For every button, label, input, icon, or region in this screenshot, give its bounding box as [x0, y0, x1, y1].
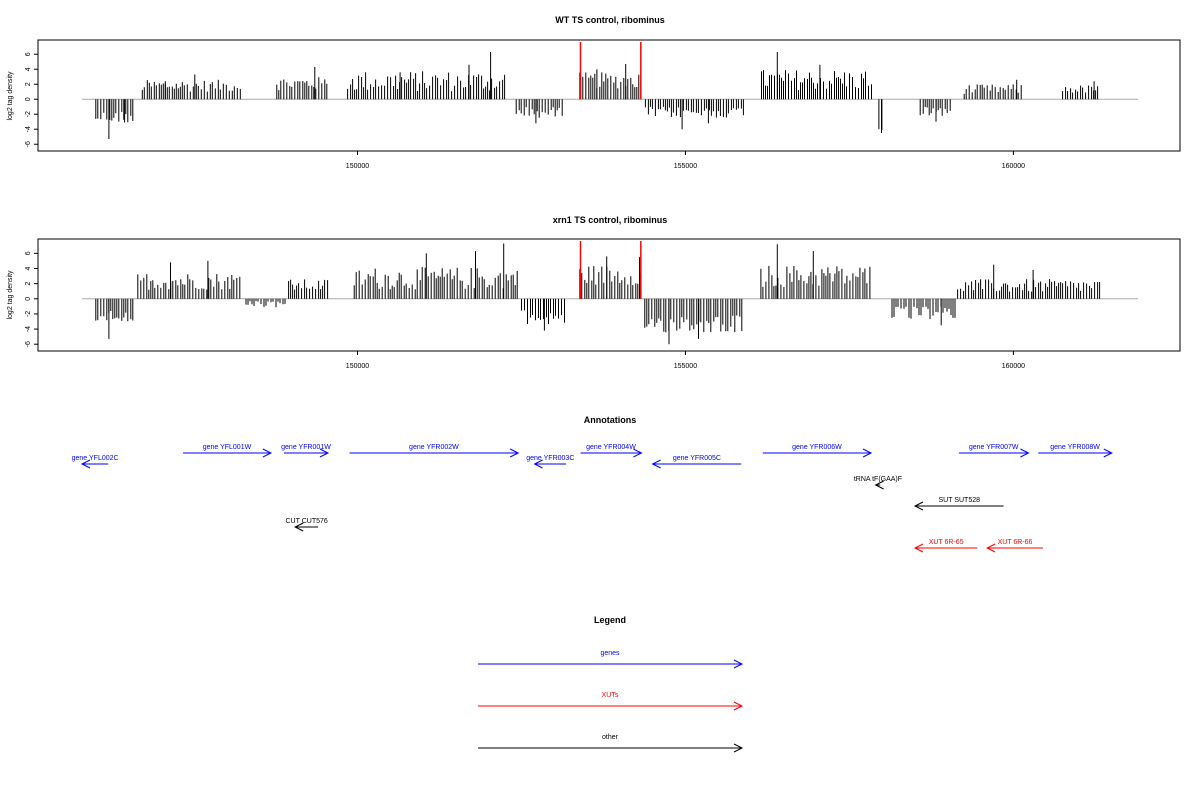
- wt-y-axis: -6 -4 -2 0 2 4 6: [25, 52, 38, 147]
- annotation-arrow-head-icon: [913, 543, 924, 553]
- wt-y-tick-label: 0: [25, 97, 32, 101]
- legend-title: Legend: [594, 615, 626, 625]
- annotation-feature: gene YFR003C: [526, 455, 574, 469]
- annotation-label: CUT CUT576: [286, 518, 328, 525]
- annotation-arrow-head-icon: [862, 448, 873, 458]
- xrn1-chart-panel: xrn1 TS control, ribominus log2 tag dens…: [7, 215, 1181, 370]
- annotation-label: gene YFR001W: [281, 444, 331, 451]
- legend-item-label: XUTs: [602, 692, 619, 699]
- xrn1-y-axis: -6 -4 -2 0 2 4 6: [25, 251, 38, 347]
- annotation-feature: XUT 6R-65: [913, 539, 978, 553]
- xrn1-y-axis-label: log2 tag density: [7, 270, 14, 320]
- annotation-arrow-head-icon: [874, 480, 884, 490]
- wt-y-tick-label: -6: [25, 141, 32, 147]
- wt-y-tick-label: 4: [25, 67, 32, 71]
- xrn1-y-tick-label: 0: [25, 297, 32, 301]
- annotation-label: gene YFR004W: [586, 444, 636, 451]
- legend-panel: Legend genes XUTs other: [478, 615, 744, 753]
- xrn1-y-tick-label: 6: [25, 251, 32, 255]
- annotation-feature: gene YFR004W: [580, 444, 643, 458]
- annotation-label: SUT SUT528: [939, 497, 981, 504]
- legend-arrow-head-icon: [733, 743, 744, 753]
- annotation-feature: gene YFR002W: [349, 444, 520, 458]
- annotation-arrow-head-icon: [509, 448, 520, 458]
- annotation-label: XUT 6R-65: [929, 539, 964, 546]
- annotation-label: XUT 6R-66: [998, 539, 1033, 546]
- annotation-label: gene YFR005C: [673, 455, 721, 462]
- wt-x-tick-label: 150000: [346, 163, 369, 170]
- annotation-features: gene YFL002C gene YFL001W gene YFR001W gene…: [72, 444, 1113, 553]
- wt-y-tick-label: -2: [25, 111, 32, 117]
- legend-item: XUTs: [478, 692, 744, 711]
- annotation-feature: gene YFL002C: [72, 455, 119, 469]
- annotation-label: gene YFR007W: [969, 444, 1019, 451]
- annotation-feature: CUT CUT576: [286, 518, 328, 532]
- legend-arrow-head-icon: [733, 701, 744, 711]
- annotation-arrow-head-icon: [294, 522, 304, 532]
- annotation-arrow-head-icon: [319, 448, 330, 458]
- annotation-label: gene YFL002C: [72, 455, 119, 462]
- annotation-label: gene YFR003C: [526, 455, 574, 462]
- legend-item: genes: [478, 650, 744, 669]
- legend-items: genes XUTs other: [478, 650, 744, 753]
- legend-arrow-head-icon: [733, 659, 744, 669]
- annotation-feature: gene YFR001W: [281, 444, 331, 458]
- xrn1-chart-title: xrn1 TS control, ribominus: [553, 215, 668, 225]
- wt-x-axis: 150000 155000 160000: [346, 151, 1025, 170]
- annotation-arrow-head-icon: [913, 501, 924, 511]
- annotation-arrow-head-icon: [80, 459, 91, 469]
- wt-y-tick-label: 2: [25, 82, 32, 86]
- annotation-arrow-head-icon: [1020, 448, 1030, 458]
- wt-x-tick-label: 155000: [674, 163, 697, 170]
- wt-y-tick-label: 6: [25, 52, 32, 56]
- annotation-arrow-head-icon: [1103, 448, 1113, 458]
- annotation-arrow-head-icon: [986, 543, 996, 553]
- annotation-arrow-head-icon: [651, 459, 661, 469]
- annotation-arrow-head-icon: [262, 448, 273, 458]
- annotation-label: gene YFR008W: [1050, 444, 1100, 451]
- annotation-arrow-head-icon: [633, 448, 643, 458]
- wt-bars: [82, 42, 1138, 139]
- wt-y-axis-label: log2 tag density: [7, 71, 14, 121]
- legend-item: other: [478, 734, 744, 753]
- xrn1-bars: [82, 241, 1138, 345]
- legend-item-label: genes: [600, 650, 620, 657]
- xrn1-y-tick-label: 2: [25, 282, 32, 286]
- xrn1-y-tick-label: -4: [25, 326, 32, 332]
- xrn1-y-tick-label: -2: [25, 311, 32, 317]
- xrn1-y-tick-label: 4: [25, 266, 32, 270]
- xrn1-y-tick-label: -6: [25, 341, 32, 347]
- xrn1-x-tick-label: 160000: [1002, 363, 1025, 370]
- annotation-feature: gene YFR005C: [651, 455, 742, 469]
- wt-plot-frame: [37, 39, 1181, 152]
- annotation-feature: gene YFL001W: [183, 444, 273, 458]
- annotation-label: gene YFL001W: [203, 444, 252, 451]
- xrn1-x-axis: 150000 155000 160000: [346, 351, 1025, 370]
- annotation-label: tRNA tF(GAA)F: [854, 476, 902, 483]
- legend-item-label: other: [602, 734, 619, 741]
- annotation-label: gene YFR002W: [409, 444, 459, 451]
- annotation-feature: tRNA tF(GAA)F: [854, 476, 902, 490]
- xrn1-x-tick-label: 155000: [674, 363, 697, 370]
- wt-x-tick-label: 160000: [1002, 163, 1025, 170]
- annotation-feature: gene YFR007W: [958, 444, 1030, 458]
- wt-chart-title: WT TS control, ribominus: [555, 15, 665, 25]
- wt-y-tick-label: -4: [25, 126, 32, 132]
- xrn1-plot-frame: [37, 238, 1181, 352]
- wt-chart-panel: WT TS control, ribominus log2 tag densit…: [7, 15, 1181, 170]
- annotation-feature: gene YFR006W: [762, 444, 873, 458]
- annotation-feature: gene YFR008W: [1038, 444, 1113, 458]
- annotations-title: Annotations: [584, 415, 637, 425]
- annotation-feature: SUT SUT528: [913, 497, 1004, 511]
- annotation-label: gene YFR006W: [792, 444, 842, 451]
- annotation-arrow-head-icon: [533, 459, 543, 469]
- annotation-feature: XUT 6R-66: [986, 539, 1043, 553]
- xrn1-x-tick-label: 150000: [346, 363, 369, 370]
